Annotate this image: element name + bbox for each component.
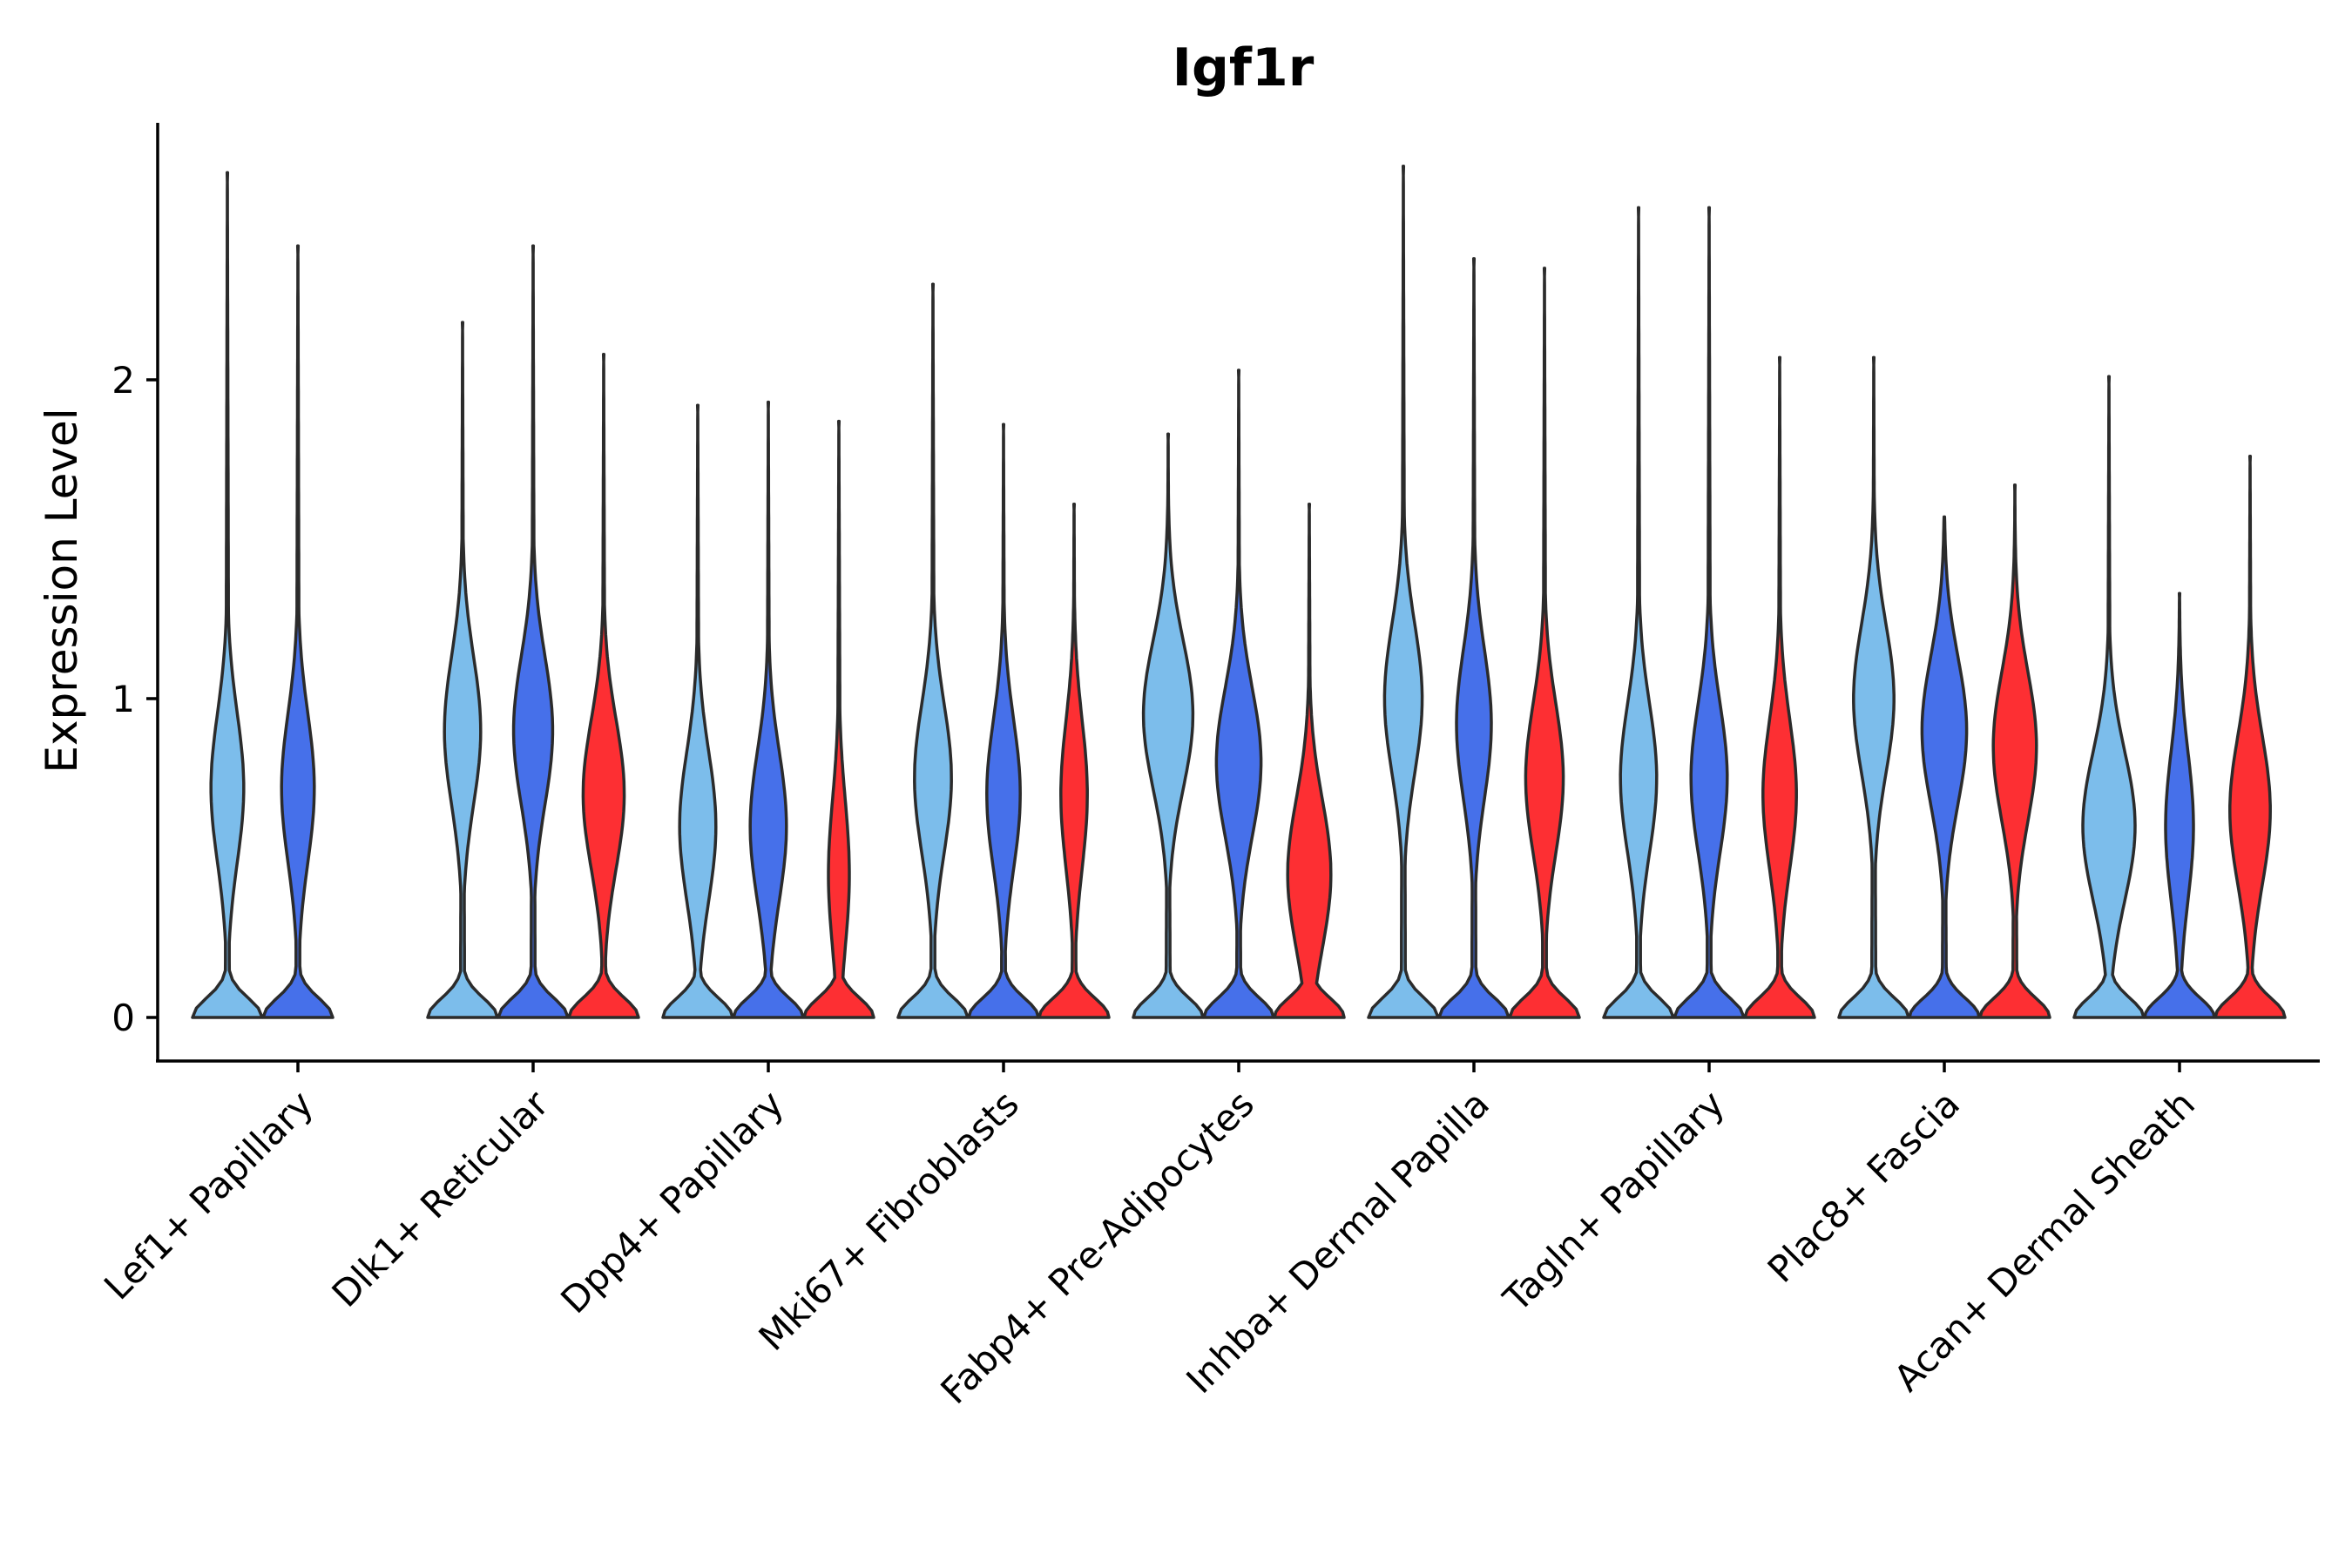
violin-acan-dermal-sheath-group3 (2213, 455, 2287, 1019)
violin-lef1-papillary-group1 (191, 171, 264, 1019)
violin-inhba-dermal-papilla-group2 (1437, 257, 1511, 1019)
violin-inhba-dermal-papilla-group1 (1367, 165, 1440, 1019)
x-tick-label-dlk1-reticular: Dlk1+ Reticular (324, 1082, 558, 1315)
violin-plac8-fascia-group1 (1837, 355, 1910, 1019)
violin-dlk1-reticular-group2 (497, 244, 570, 1019)
violin-mki67-fibroblasts-group2 (967, 422, 1040, 1019)
y-axis-title: Expression Level (37, 408, 87, 773)
x-tick-label-lef1-papillary: Lef1+ Papillary (96, 1082, 321, 1308)
y-ticks: 0 1 2 (112, 359, 158, 1039)
violin-fabp4-pre-adipocytes-group2 (1202, 368, 1275, 1019)
violin-tagln-papillary-group3 (1743, 355, 1816, 1019)
violin-dpp4-papillary-group3 (802, 419, 875, 1019)
violin-fabp4-pre-adipocytes-group1 (1132, 432, 1205, 1019)
x-tick-label-dpp4-papillary: Dpp4+ Papillary (552, 1082, 792, 1321)
violin-acan-dermal-sheath-group2 (2143, 591, 2216, 1019)
violin-tagln-papillary-group2 (1673, 206, 1746, 1019)
violin-acan-dermal-sheath-group1 (2072, 375, 2146, 1019)
violin-dpp4-papillary-group2 (732, 400, 805, 1019)
x-tick-label-tagln-papillary: Tagln+ Papillary (1495, 1082, 1733, 1320)
violin-dlk1-reticular-group1 (426, 321, 499, 1019)
violin-dlk1-reticular-group3 (567, 352, 640, 1019)
violin-dpp4-papillary-group1 (661, 403, 734, 1019)
violin-lef1-papillary-group2 (261, 244, 335, 1019)
violin-series-group (191, 165, 2287, 1019)
y-tick-label: 0 (112, 997, 135, 1039)
violin-mki67-fibroblasts-group3 (1037, 502, 1111, 1019)
x-tick-label-plac8-fascia: Plac8+ Fascia (1760, 1082, 1968, 1290)
chart-title: Igf1r (1173, 37, 1315, 98)
y-tick-label: 1 (112, 678, 135, 720)
x-tick-label-mki67-fibroblasts: Mki67+ Fibroblasts (751, 1082, 1027, 1358)
violin-mki67-fibroblasts-group1 (896, 282, 970, 1019)
y-tick-label: 2 (112, 359, 135, 402)
violin-plac8-fascia-group2 (1908, 515, 1981, 1019)
violin-tagln-papillary-group1 (1602, 206, 1675, 1019)
violin-plac8-fascia-group3 (1978, 483, 2051, 1019)
violin-inhba-dermal-papilla-group3 (1508, 267, 1581, 1019)
violin-fabp4-pre-adipocytes-group3 (1273, 502, 1346, 1019)
